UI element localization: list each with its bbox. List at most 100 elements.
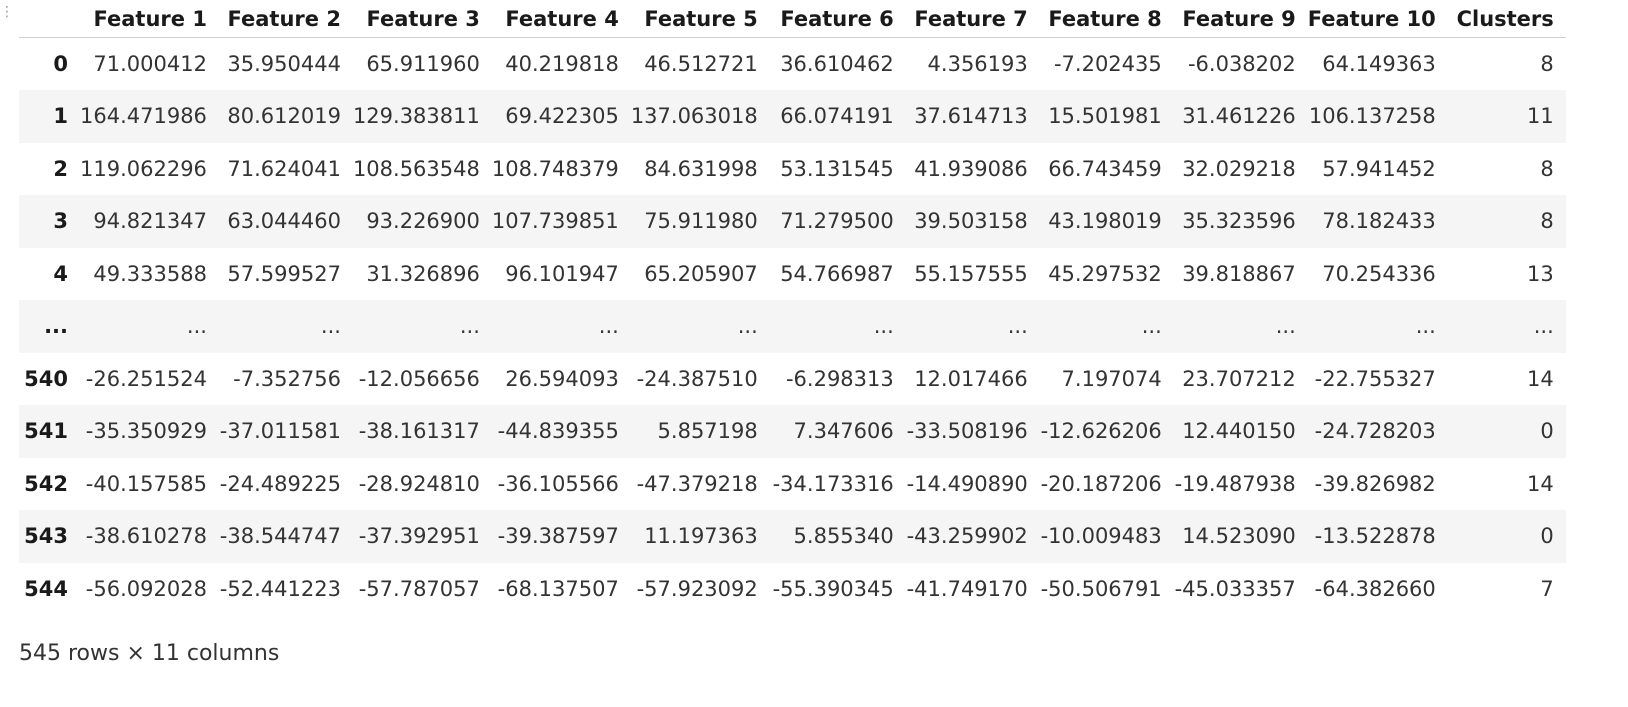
column-header: Feature 8 — [1039, 0, 1174, 38]
column-header: Feature 1 — [80, 0, 219, 38]
table-cell: 14.523090 — [1182, 524, 1296, 549]
table-cell: 57.941452 — [1322, 156, 1436, 181]
table-cell: 31.326896 — [366, 261, 480, 286]
row-index: 2 — [53, 156, 68, 181]
table-cell: 70.254336 — [1322, 261, 1436, 286]
table-cell: -57.923092 — [636, 576, 758, 601]
dataframe-shape-caption: 545 rows × 11 columns — [19, 641, 280, 666]
table-cell: 57.599527 — [227, 261, 341, 286]
table-cell: 31.461226 — [1182, 104, 1296, 129]
table-cell: 5.855340 — [793, 524, 894, 549]
table-cell: 71.624041 — [227, 156, 341, 181]
table-cell: -14.490890 — [906, 471, 1028, 496]
table-cell: 108.748379 — [491, 156, 619, 181]
table-cell: 119.062296 — [80, 156, 207, 181]
table-cell: 75.911980 — [644, 209, 758, 234]
table-cell: 23.707212 — [1182, 366, 1296, 391]
column-header: Feature 5 — [630, 0, 770, 38]
table-cell: -52.441223 — [219, 576, 341, 601]
table-cell: 78.182433 — [1322, 209, 1436, 234]
table-row: 543 -38.610278 -38.544747 -37.392951 -39.387… — [19, 510, 1566, 563]
table-cell: -38.544747 — [219, 524, 341, 549]
table-cell: -36.105566 — [497, 471, 619, 496]
table-cell: -38.161317 — [358, 419, 480, 444]
row-index: 542 — [24, 471, 68, 496]
table-cell: -68.137507 — [497, 576, 619, 601]
table-cell: 12.440150 — [1182, 419, 1296, 444]
table-row: 541 -35.350929 -37.011581 -38.161317 -44.839… — [19, 405, 1566, 458]
table-cell: -7.202435 — [1053, 52, 1162, 76]
table-row: 542 -40.157585 -24.489225 -28.924810 -36.105… — [19, 458, 1566, 511]
table-cell: -50.506791 — [1040, 576, 1162, 601]
drag-handle-icon[interactable]: ⋮ — [0, 4, 14, 20]
table-cell: -39.826982 — [1314, 471, 1436, 496]
table-cell: 94.821347 — [93, 209, 207, 234]
row-index: 543 — [24, 524, 68, 549]
table-cell: 93.226900 — [366, 209, 480, 234]
table-cell: 8 — [1540, 156, 1554, 181]
table-cell: -57.787057 — [358, 576, 480, 601]
table-cell: 39.818867 — [1182, 261, 1296, 286]
index-header — [19, 0, 80, 38]
table-cell: -24.387510 — [636, 366, 758, 391]
table-cell: 71.279500 — [780, 209, 894, 234]
table-cell: 41.939086 — [914, 156, 1028, 181]
column-header: Feature 4 — [491, 0, 631, 38]
table-cell: 39.503158 — [914, 209, 1028, 234]
column-header: Feature 7 — [905, 0, 1040, 38]
table-row: 544 -56.092028 -52.441223 -57.787057 -68.137… — [19, 563, 1566, 616]
table-cell: -6.298313 — [785, 366, 894, 391]
table-cell: ... — [459, 314, 480, 339]
column-header: Feature 6 — [769, 0, 906, 38]
table-cell: 46.512721 — [644, 52, 758, 76]
table-cell: 8 — [1540, 52, 1554, 76]
table-cell: -44.839355 — [497, 419, 619, 444]
table-row: 0 71.000412 35.950444 65.911960 40.219818 46.… — [19, 38, 1566, 91]
table-cell: 37.614713 — [914, 104, 1028, 129]
table-cell: ... — [598, 314, 619, 339]
row-index: 1 — [53, 104, 68, 129]
table-cell: -12.056656 — [358, 366, 480, 391]
table-cell: 8 — [1540, 209, 1554, 234]
table-cell: ... — [737, 314, 758, 339]
table-cell: ... — [873, 314, 894, 339]
table-cell: 11 — [1527, 104, 1554, 129]
table-cell: -38.610278 — [85, 524, 207, 549]
table-cell: 11.197363 — [644, 524, 758, 549]
table-cell: 129.383811 — [352, 104, 480, 129]
table-cell: 4.356193 — [927, 52, 1028, 76]
table-cell: 40.219818 — [505, 52, 619, 76]
table-cell: -24.728203 — [1314, 419, 1436, 444]
table-cell: -34.173316 — [772, 471, 894, 496]
table-cell: 63.044460 — [227, 209, 341, 234]
column-header: Feature 10 — [1307, 0, 1448, 38]
table-cell: ... — [1141, 314, 1162, 339]
table-cell: 12.017466 — [914, 366, 1028, 391]
table-cell: 45.297532 — [1048, 261, 1162, 286]
table-cell: 26.594093 — [505, 366, 619, 391]
table-cell: 14 — [1527, 471, 1554, 496]
column-header: Clusters — [1447, 0, 1566, 38]
table-cell: ... — [1007, 314, 1028, 339]
row-index: 544 — [24, 576, 68, 601]
table-cell: 0 — [1540, 524, 1554, 549]
row-index: ... — [44, 314, 68, 339]
row-index: 0 — [53, 52, 68, 76]
table-cell: -43.259902 — [906, 524, 1028, 549]
table-cell: 7 — [1540, 576, 1554, 601]
table-cell: 35.950444 — [227, 52, 341, 76]
table-cell: -45.033357 — [1174, 576, 1296, 601]
table-row: 540 -26.251524 -7.352756 -12.056656 26.59409… — [19, 353, 1566, 406]
table-cell: -35.350929 — [85, 419, 207, 444]
table-cell: -6.038202 — [1187, 52, 1296, 76]
header-row: Feature 1 Feature 2 Feature 3 Feature 4 Feat… — [19, 0, 1566, 38]
table-row: 1 164.471986 80.612019 129.383811 69.422305 1… — [19, 90, 1566, 143]
table-cell: 64.149363 — [1322, 52, 1436, 76]
table-cell: -56.092028 — [85, 576, 207, 601]
table-cell: -40.157585 — [85, 471, 207, 496]
table-cell: -39.387597 — [497, 524, 619, 549]
column-header: Feature 3 — [352, 0, 492, 38]
row-index: 4 — [53, 261, 68, 286]
table-cell: 65.205907 — [644, 261, 758, 286]
